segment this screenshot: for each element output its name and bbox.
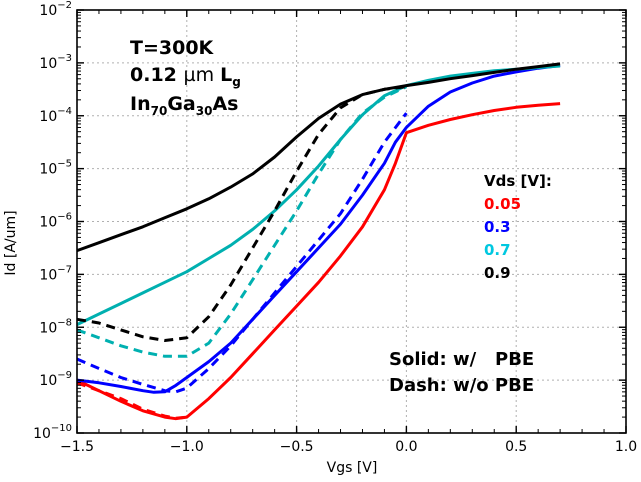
y-tick-label: 10−5 [39,159,72,178]
material-label: In70Ga30As [130,93,238,118]
y-tick-exponent: −2 [57,0,72,11]
gate-length-unit: µm [184,64,215,86]
x-tick-label: −0.5 [280,439,314,455]
legend-title: Vds [V]: [484,172,552,190]
legend-item-0.05: 0.05 [484,195,521,213]
material-part-2: Ga [167,93,195,115]
y-tick-base: 10 [39,215,57,231]
legend-item-0.7: 0.7 [484,241,511,259]
legend: Vds [V]: 0.05 0.3 0.7 0.9 [484,172,552,282]
series-0.05-w-o-pbe [76,381,187,420]
series-0.9-w-o-pbe [76,85,407,342]
y-tick-exponent: −10 [51,423,72,434]
series-0.9 [76,62,561,253]
y-tick-base: 10 [39,162,57,178]
series-0.7-w-o-pbe [76,85,408,358]
y-tick-base: 10 [33,426,51,442]
y-tick-exponent: −9 [57,370,72,381]
series-0.7 [76,64,561,326]
temperature-label: T=300K [130,37,215,59]
x-tick-labels: −1.5 −1.0 −0.5 0.0 0.5 1.0 [60,439,637,455]
y-tick-label: 10−3 [39,53,72,72]
solid-style-note: Solid: w/ PBE [389,349,534,370]
x-tick-label: 1.0 [615,439,637,455]
x-tick-label: −1.5 [60,439,94,455]
series-0.3 [76,64,561,394]
y-tick-label: 10−8 [39,317,72,336]
y-tick-label: 10−7 [39,264,72,283]
y-tick-exponent: −5 [57,159,72,170]
data-series [76,62,561,421]
y-tick-label: 10−9 [39,370,72,389]
legend-item-0.9: 0.9 [484,264,511,282]
y-tick-label: 10−4 [39,106,72,125]
y-tick-base: 10 [39,373,57,389]
x-tick-label: −1.0 [170,439,204,455]
y-tick-base: 10 [39,267,57,283]
series-0.05 [76,102,561,421]
series-0.3-w-o-pbe [76,112,408,394]
y-tick-base: 10 [39,109,57,125]
y-tick-exponent: −4 [57,106,72,117]
y-tick-label: 10−6 [39,212,72,231]
axis-ticks [76,9,627,434]
material-part-1: In [130,93,151,115]
y-tick-base: 10 [39,56,57,72]
y-axis-title: Id [A/um] [3,210,19,275]
material-sub-1: 70 [151,104,168,118]
grid-lines [77,10,626,433]
conditions-annotation: T=300K 0.12 µm Lg In70Ga30As [130,37,241,118]
y-tick-exponent: −3 [57,53,72,64]
y-tick-exponent: −6 [57,212,72,223]
y-tick-label: 10−10 [33,423,72,442]
line-style-note: Solid: w/ PBE Dash: w/o PBE [389,349,534,396]
x-tick-label: 0.5 [505,439,527,455]
gate-length-label: 0.12 µm Lg [130,64,241,89]
gate-length-symbol: L [220,64,232,86]
x-axis-title: Vgs [V] [327,460,378,476]
material-part-3: As [212,93,238,115]
dash-style-note: Dash: w/o PBE [389,375,534,396]
x-tick-label: 0.0 [395,439,417,455]
material-sub-2: 30 [196,104,213,118]
y-tick-exponent: −7 [57,264,72,275]
y-tick-exponent: −8 [57,317,72,328]
y-tick-label: 10−2 [39,0,72,19]
y-tick-base: 10 [39,320,57,336]
y-tick-base: 10 [39,3,57,19]
gate-length-value: 0.12 [130,64,184,86]
gate-length-subscript: g [232,75,241,89]
legend-item-0.3: 0.3 [484,218,511,236]
